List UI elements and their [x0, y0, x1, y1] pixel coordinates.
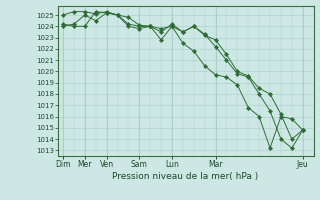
X-axis label: Pression niveau de la mer( hPa ): Pression niveau de la mer( hPa ) [112, 172, 259, 181]
